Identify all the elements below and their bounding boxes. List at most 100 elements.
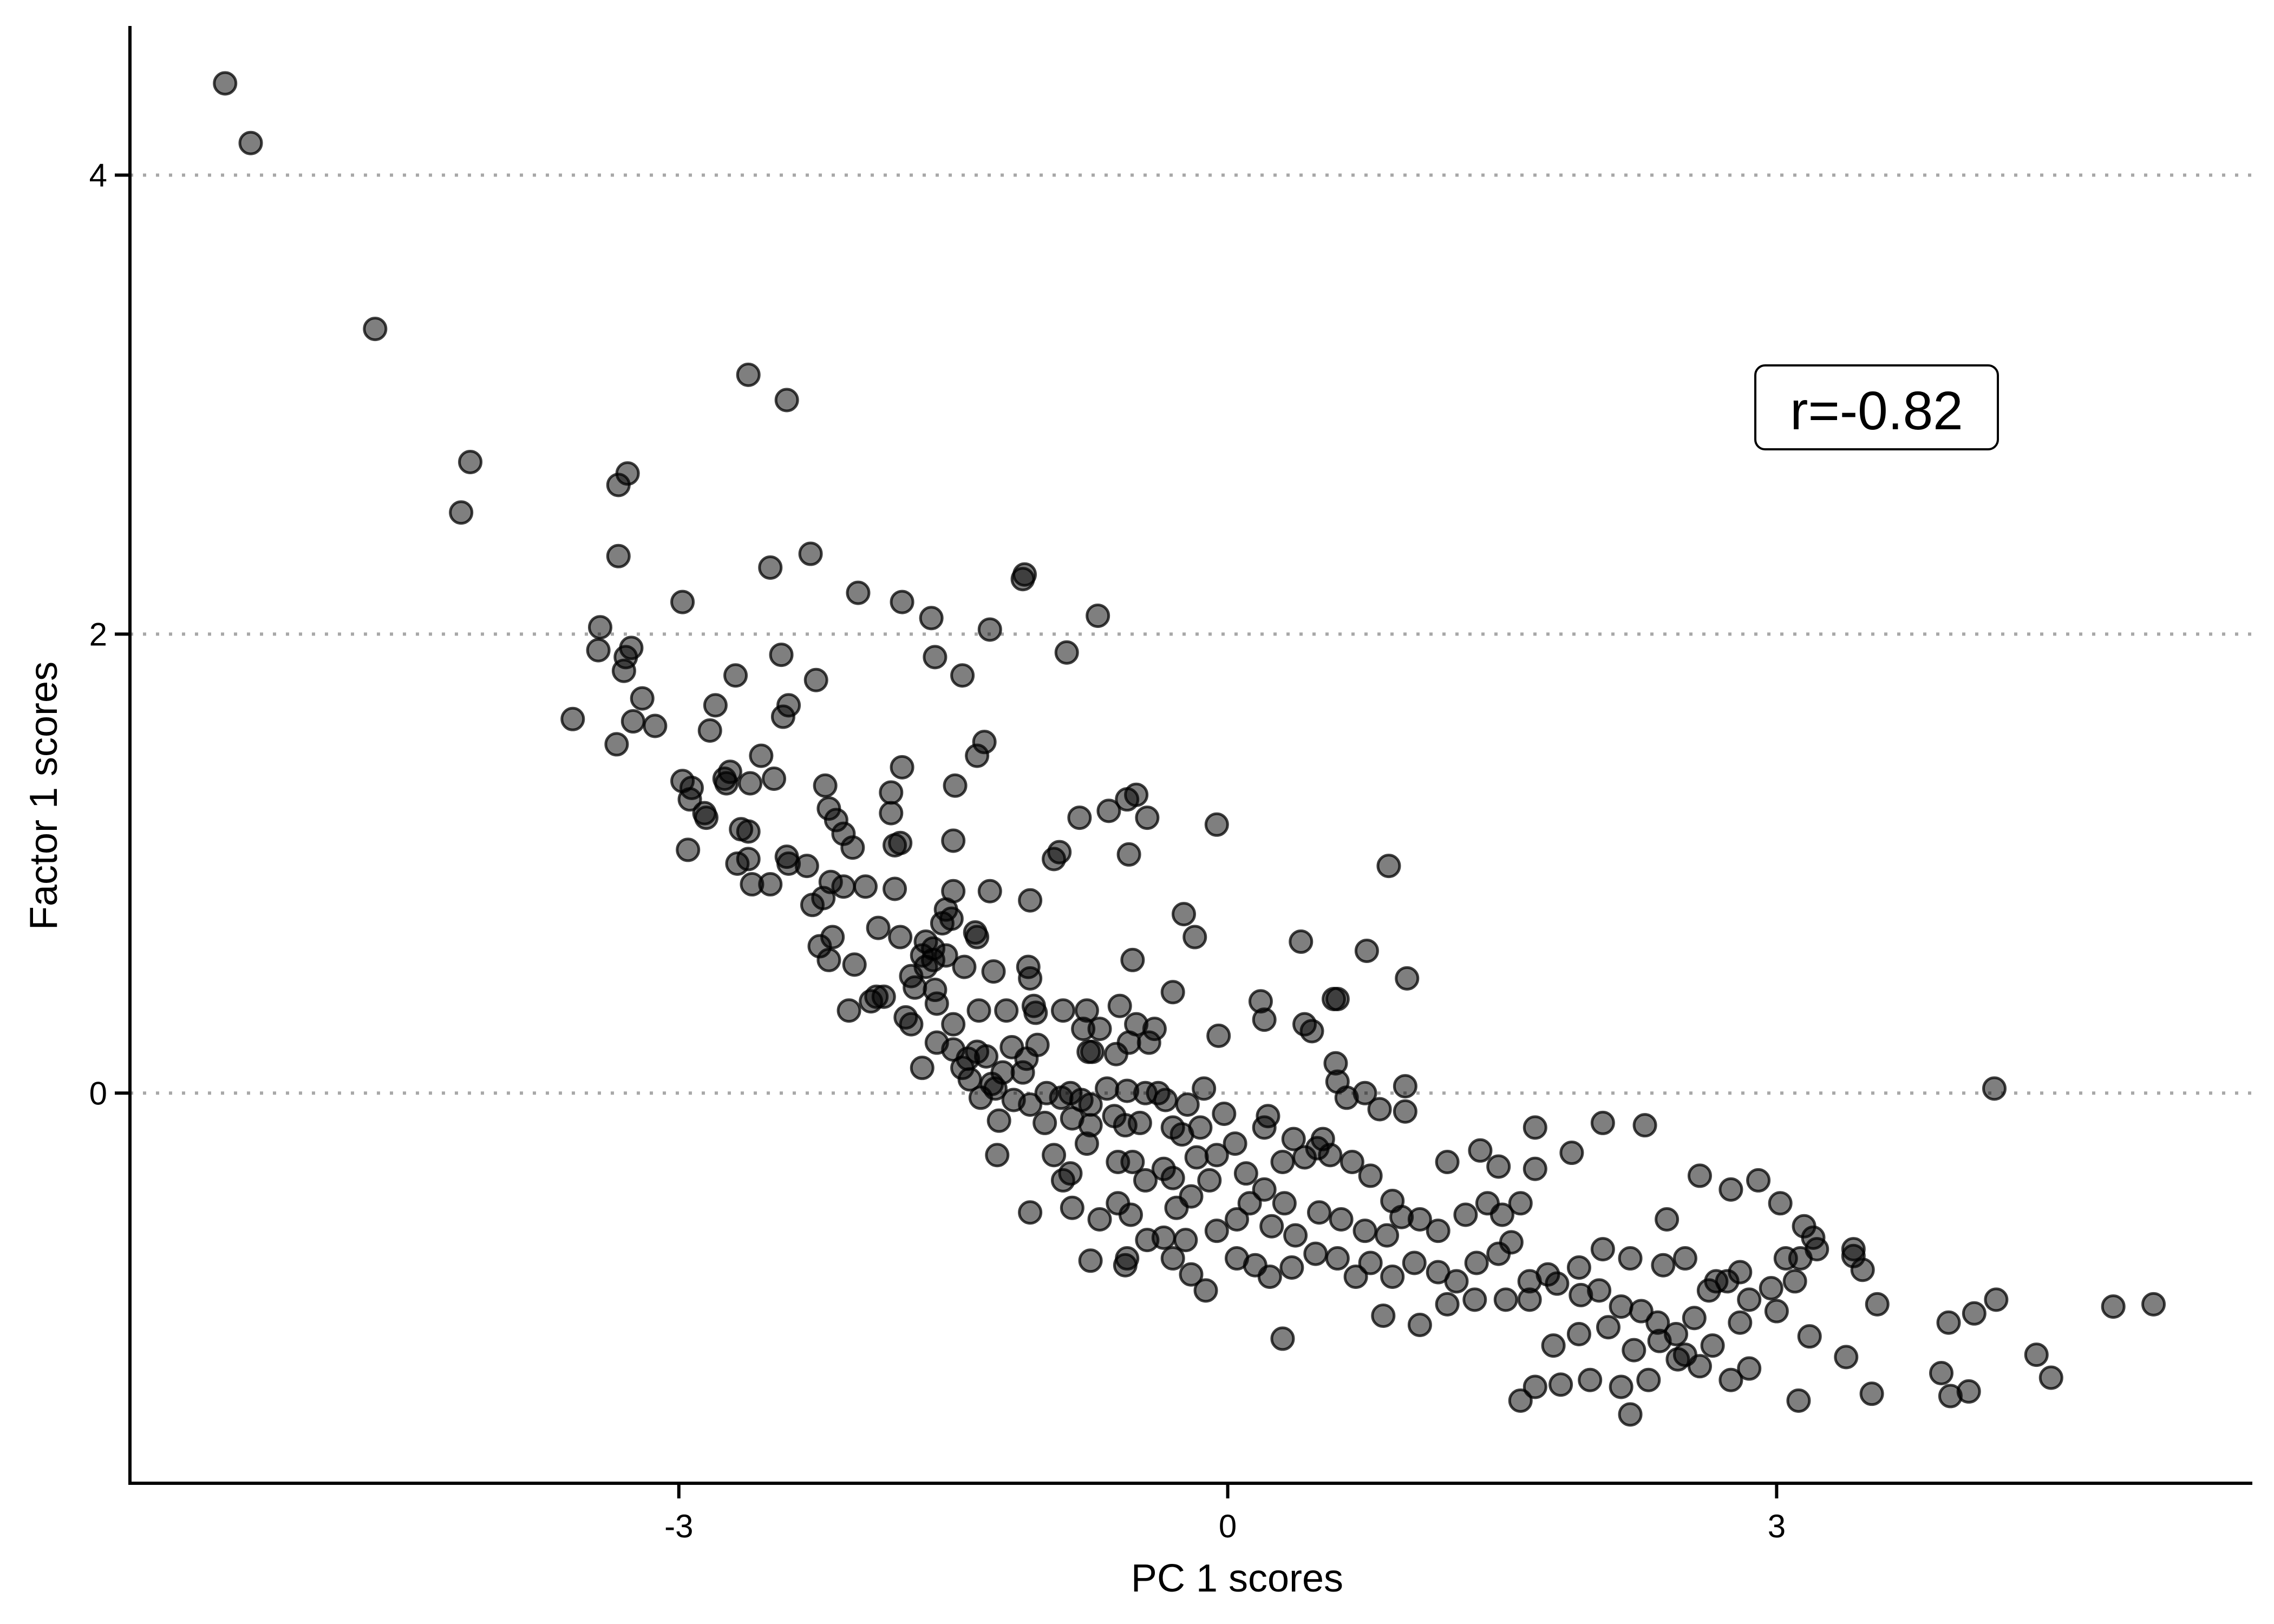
data-point [842,952,867,977]
data-point [1395,966,1420,991]
data-point [952,954,977,979]
data-point [903,975,927,1000]
data-point [1197,1168,1222,1193]
data-point [1087,1017,1112,1042]
data-point [1444,1269,1469,1294]
data-point [1087,1207,1112,1232]
data-point [853,874,878,899]
y-axis-title: Factor 1 scores [22,662,66,930]
data-point [943,773,968,798]
data-point [1136,1030,1161,1055]
data-point [1464,1250,1489,1275]
data-point [1358,1250,1383,1275]
data-point [1067,806,1092,830]
data-point [803,667,828,692]
data-point [2024,1343,2049,1367]
data-point [1797,1324,1822,1349]
axes [128,26,2252,1485]
data-point [846,580,871,605]
data-point [1173,1228,1198,1253]
data-point [1223,1131,1247,1156]
data-point [1393,1074,1417,1099]
data-point [981,959,1006,984]
data-point [950,663,975,688]
data-point [1566,1255,1591,1280]
data-point [1522,1156,1547,1181]
data-point [1184,1145,1209,1170]
data-point [1718,1367,1743,1392]
data-point [890,755,914,780]
data-points [213,71,2166,1427]
data-point [1655,1207,1680,1232]
data-point [1407,1312,1432,1337]
data-point [1299,1019,1324,1044]
x-tick-label: -3 [664,1508,693,1544]
data-point [924,991,949,1016]
data-point [1632,1113,1657,1138]
data-point [1358,1163,1383,1188]
grid-lines [130,173,2252,1095]
data-point [1636,1367,1661,1392]
data-point [1672,1246,1697,1271]
data-point [1768,1191,1793,1216]
data-point [643,713,668,738]
data-point [1786,1388,1811,1413]
data-point [1160,980,1185,1005]
data-point [1609,1294,1633,1319]
data-point [1257,1264,1282,1289]
data-point [587,615,612,640]
data-point [1116,842,1141,867]
data-point [859,989,884,1014]
data-point [1665,1347,1690,1372]
data-point [1050,998,1075,1023]
data-point [1010,1060,1035,1085]
data-point [1074,1131,1099,1156]
data-point [965,925,990,949]
correlation-annotation: r=-0.82 [1754,364,1999,450]
data-point [1380,1264,1405,1289]
data-point [794,854,819,879]
data-point [1292,1145,1317,1170]
y-tick-label: 4 [89,158,107,194]
data-point [697,718,722,743]
data-point [1050,1168,1075,1193]
data-point [1080,1039,1105,1064]
data-point [1018,1200,1043,1225]
data-point [1086,604,1110,628]
data-point [966,998,991,1023]
data-point [1682,1306,1707,1331]
data-point [1095,1076,1120,1101]
data-point [630,686,655,711]
data-point [1193,1278,1218,1303]
data-point [1782,1269,1807,1294]
data-point [1462,1287,1487,1312]
data-point [1113,1253,1138,1278]
data-point [758,555,783,580]
data-point [1153,1088,1178,1112]
data-point [1175,1092,1200,1117]
data-point [2038,1365,2063,1390]
data-point [883,833,907,857]
data-point [723,663,748,688]
data-point [1548,1372,1573,1397]
data-point [586,638,611,663]
data-point [930,911,955,936]
data-point [1192,1076,1217,1101]
data-point [1060,1195,1084,1220]
data-point [1135,806,1160,830]
data-point [1936,1310,1961,1335]
data-point [1018,888,1043,913]
data-point [1468,1138,1493,1163]
data-point [968,1085,993,1110]
data-point [1587,1278,1612,1303]
data-point [1171,902,1196,927]
data-point [769,643,794,667]
data-point [762,767,787,791]
y-tick-label: 0 [89,1075,107,1111]
data-point [213,71,238,96]
data-point [1164,1195,1189,1220]
data-point [1578,1367,1603,1392]
data-point [1160,1115,1185,1140]
data-point [1204,1143,1229,1168]
